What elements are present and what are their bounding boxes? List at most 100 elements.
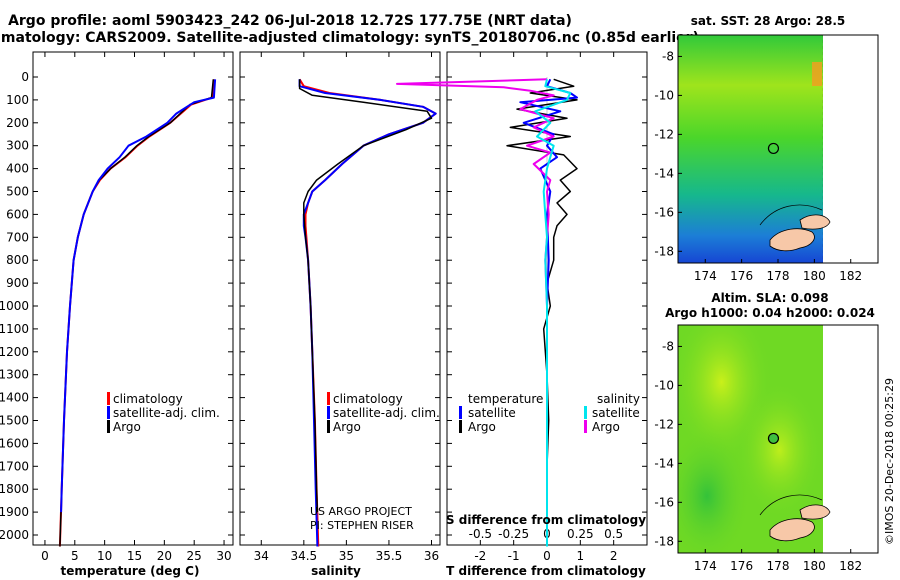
diff-legend-s-argo-label: Argo xyxy=(592,420,620,434)
salinity-difference-label: S difference from climatology xyxy=(446,513,646,527)
map-y-tick-label: -18 xyxy=(654,534,674,548)
credit-project: US ARGO PROJECT xyxy=(310,505,412,518)
sal-legend-argo-label: Argo xyxy=(333,420,361,434)
map-x-tick-label: 182 xyxy=(839,269,862,283)
map-y-tick-label: -12 xyxy=(654,127,674,141)
panel-ticks: 0 5 10 15 20 25 30 34 34.5 35 35.5 36 -2 -1 0 1 2 -0.5 -0.… xyxy=(41,52,623,563)
map-y-tick-label: -16 xyxy=(654,205,674,219)
x-tick-label: 35.5 xyxy=(376,549,403,563)
map-sla-title: Altim. SLA: 0.098 xyxy=(711,291,828,305)
temperature-xlabel: temperature (deg C) xyxy=(61,564,200,578)
depth-tick-label: 600 xyxy=(6,207,29,221)
diff-legend-t-argo-swatch xyxy=(459,420,462,433)
map-sla-fiji-island xyxy=(769,518,815,542)
legend-climatology-swatch xyxy=(107,392,110,405)
diff-x-tick-label: 1 xyxy=(577,549,585,563)
sal-legend-argo-swatch xyxy=(327,420,330,433)
imos-stamp: ©IMOS 20-Dec-2018 00:25:29 xyxy=(883,378,896,545)
map-x-tick-label: 178 xyxy=(767,269,790,283)
diff-legend-s-satellite-label: satellite xyxy=(592,406,640,420)
x-tick-label: 30 xyxy=(216,549,231,563)
depth-tick-label: 100 xyxy=(6,93,29,107)
sal-legend-climatology-label: climatology xyxy=(333,392,403,406)
depth-tick-label: 1200 xyxy=(0,345,29,359)
diff-legend-salinity-title: salinity xyxy=(597,392,640,406)
legend-argo-swatch xyxy=(107,420,110,433)
depth-tick-label: 1300 xyxy=(0,368,29,382)
map-y-tick-label: -8 xyxy=(662,339,674,353)
map-x-tick-label: 180 xyxy=(803,269,826,283)
series-line-climatology xyxy=(298,78,437,547)
diff-legend-t-satellite-label: satellite xyxy=(468,406,516,420)
depth-tick-label: 1500 xyxy=(0,414,29,428)
map-x-tick-label: 180 xyxy=(803,559,826,573)
map-x-tick-label: 176 xyxy=(730,269,753,283)
map-sst-ticks: 174 176 178 180 182 -8 -10 -12 -14 -16 -18 xyxy=(654,49,862,283)
diff-x-tick-label: -2 xyxy=(474,549,486,563)
difference-plot xyxy=(396,78,578,547)
depth-tick-label: 0 xyxy=(21,70,29,84)
salinity-legend: climatology satellite-adj. clim. Argo xyxy=(327,392,440,434)
depth-tick-label: 1100 xyxy=(0,322,29,336)
map-sla-argo-marker xyxy=(767,432,780,445)
series-line-argo xyxy=(298,79,433,513)
series-line-satellite-adj-clim- xyxy=(298,79,437,547)
depth-tick-label: 400 xyxy=(6,162,29,176)
map-x-tick-label: 182 xyxy=(839,559,862,573)
legend-argo-label: Argo xyxy=(113,420,141,434)
x-tick-label: 25 xyxy=(187,549,202,563)
depth-tick-label: 700 xyxy=(6,230,29,244)
x-tick-label: 34 xyxy=(254,549,269,563)
diff-legend-s-argo-swatch xyxy=(584,420,587,433)
map-y-tick-label: -10 xyxy=(654,378,674,392)
depth-tick-label: 300 xyxy=(6,139,29,153)
difference-legend-left: temperature satellite Argo xyxy=(459,392,543,434)
map-sst-fiji-island xyxy=(769,228,815,252)
diff-series-salinity-argo xyxy=(396,78,555,513)
map-sst-reef-contour xyxy=(759,204,823,226)
map-sla-low-blob xyxy=(678,325,823,553)
temperature-legend: climatology satellite-adj. clim. Argo xyxy=(107,392,220,434)
diff-legend-s-satellite-swatch xyxy=(584,406,587,419)
sal-legend-satellite-swatch xyxy=(327,406,330,419)
x-tick-label: 34.5 xyxy=(290,549,317,563)
diff-legend-t-satellite-swatch xyxy=(459,406,462,419)
diff-s-tick-label: -0.25 xyxy=(498,527,529,541)
legend-satellite-swatch xyxy=(107,406,110,419)
map-sst-title: sat. SST: 28 Argo: 28.5 xyxy=(691,14,845,28)
map-sla-ticks: 174 176 178 180 182 -8 -10 -12 -14 -16 -18 xyxy=(654,339,862,573)
series-line-climatology xyxy=(58,79,215,547)
x-tick-label: 20 xyxy=(157,549,172,563)
diff-s-tick-label: -0.5 xyxy=(469,527,492,541)
series-line-satellite-adj-clim- xyxy=(59,79,215,547)
depth-tick-label: 200 xyxy=(6,116,29,130)
diff-series-salinity-satellite xyxy=(534,79,572,547)
temperature-panel-frame xyxy=(32,51,234,546)
depth-tick-label: 2000 xyxy=(0,528,29,542)
map-y-tick-label: -14 xyxy=(654,166,674,180)
difference-xlabel: T difference from climatology xyxy=(446,564,646,578)
diff-s-tick-label: 0.25 xyxy=(567,527,594,541)
header-title-line1: Argo profile: aoml 5903423_242 06-Jul-20… xyxy=(8,13,572,29)
map-sst-field xyxy=(678,35,823,263)
x-tick-label: 10 xyxy=(97,549,112,563)
map-y-tick-label: -16 xyxy=(654,495,674,509)
depth-tick-label: 1400 xyxy=(0,391,29,405)
map-y-tick-label: -8 xyxy=(662,49,674,63)
depth-tick-label: 800 xyxy=(6,253,29,267)
map-sla-nodata xyxy=(823,325,878,553)
map-x-tick-label: 174 xyxy=(694,559,717,573)
depth-tick-label: 1600 xyxy=(0,436,29,450)
x-tick-label: 36 xyxy=(424,549,439,563)
temperature-plot xyxy=(58,79,217,547)
map-sla-vanua-levu xyxy=(799,504,831,520)
depth-tick-label: 1800 xyxy=(0,482,29,496)
sal-legend-climatology-swatch xyxy=(327,392,330,405)
depth-tick-label: 1000 xyxy=(0,299,29,313)
map-sst-nodata xyxy=(823,35,878,263)
credit-pi: PI: STEPHEN RISER xyxy=(310,519,414,532)
diff-s-tick-label: 0.5 xyxy=(604,527,623,541)
depth-tick-label: 500 xyxy=(6,185,29,199)
x-tick-label: 15 xyxy=(127,549,142,563)
